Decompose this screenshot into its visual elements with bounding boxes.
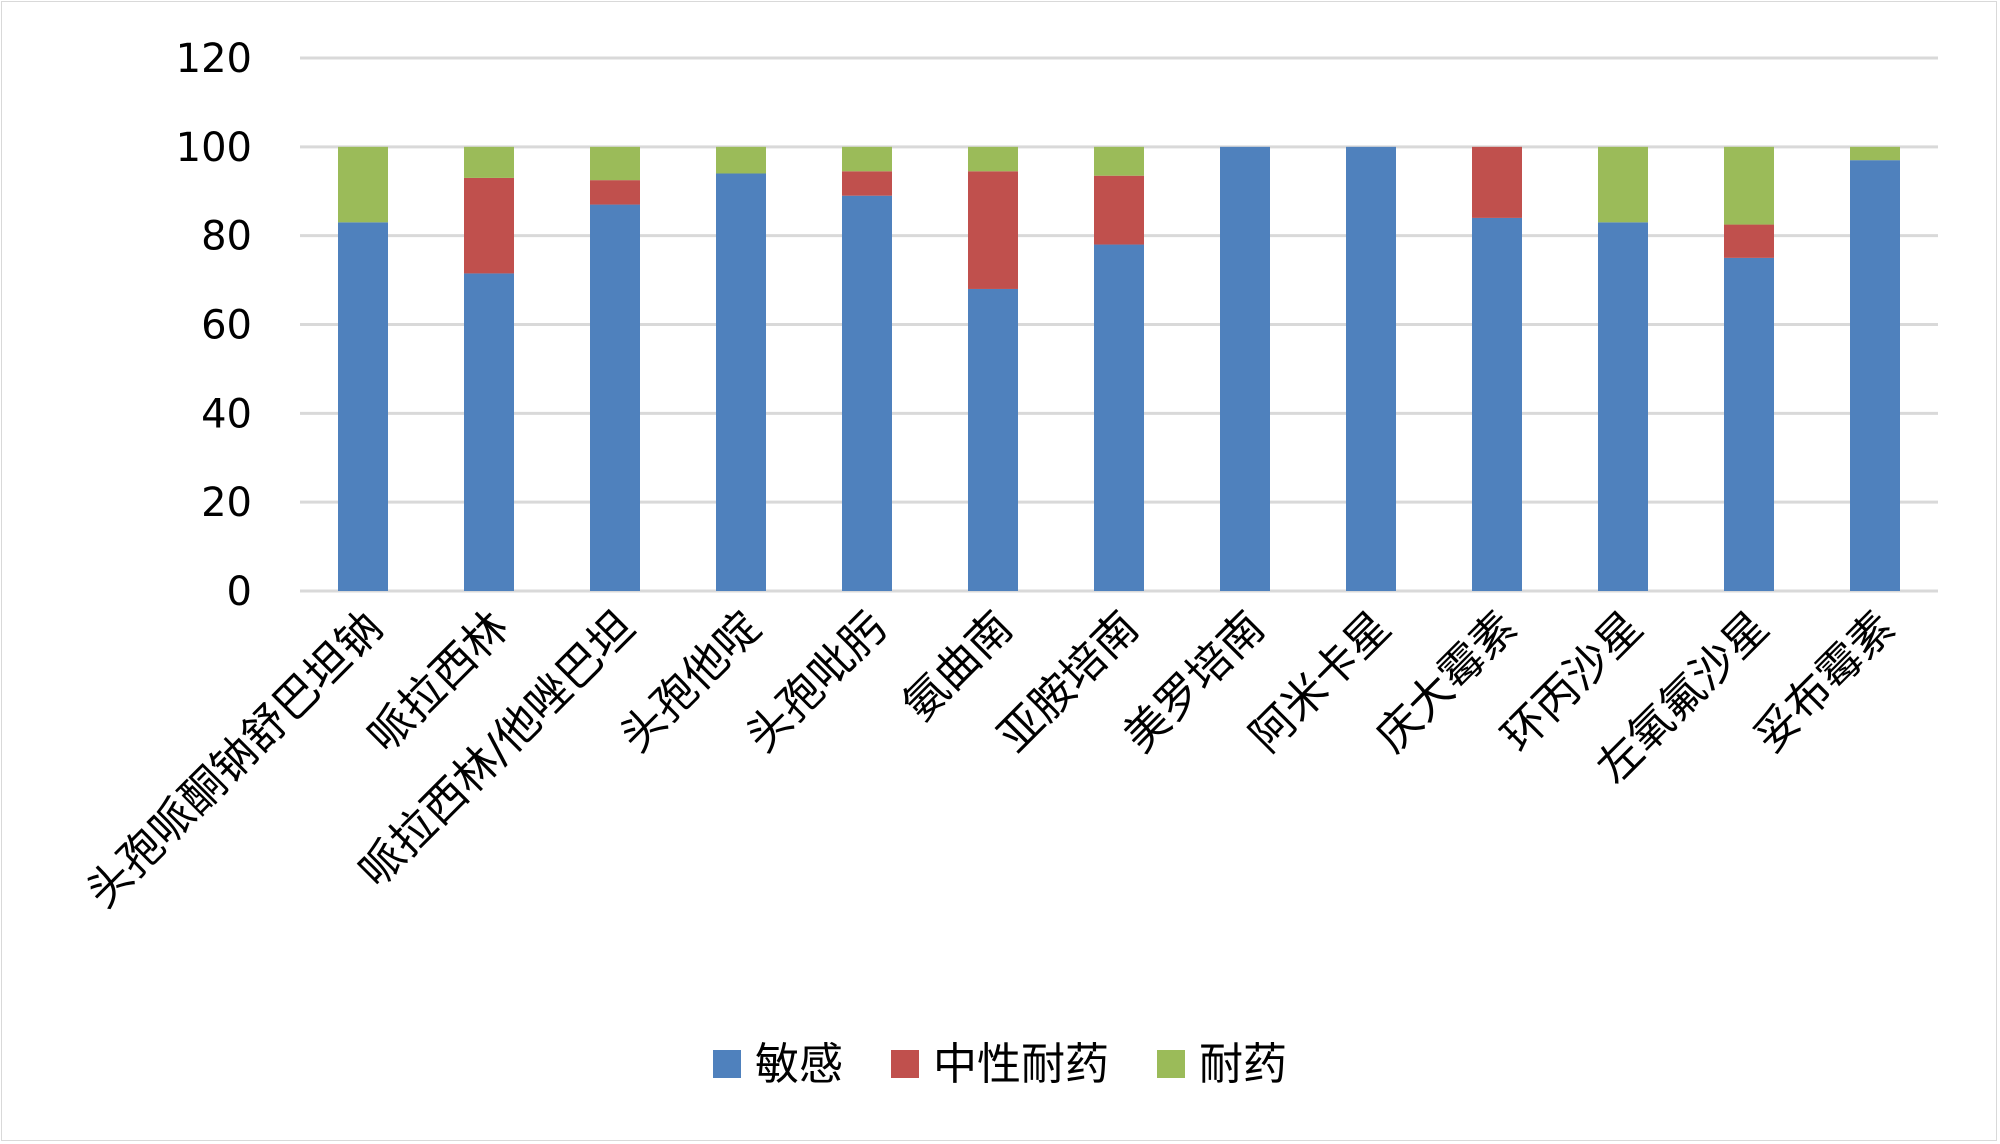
bar-segment-sensitive — [1598, 222, 1648, 591]
x-category-label: 亚胺培南 — [988, 602, 1149, 763]
bar-segment-sensitive — [338, 222, 388, 591]
y-tick-label: 80 — [201, 214, 252, 260]
bar-segment-intermediate — [590, 180, 640, 205]
bar-segment-sensitive — [716, 173, 766, 591]
bar-segment-resistant — [1850, 146, 1900, 161]
bar-segment-sensitive — [1094, 244, 1144, 592]
legend: 敏感 中性耐药 耐药 — [713, 1039, 1287, 1090]
bar-segment-intermediate — [1724, 224, 1774, 258]
x-category-label: 妥布霉素 — [1744, 602, 1905, 763]
y-tick-label: 120 — [176, 36, 252, 82]
y-axis-ticks: 0 20 40 60 80 100 120 — [176, 36, 252, 615]
bar-segment-sensitive — [842, 195, 892, 592]
legend-label: 中性耐药 — [933, 1039, 1109, 1090]
bar-segment-resistant — [464, 146, 514, 178]
bar-segment-intermediate — [842, 171, 892, 196]
bar-segment-sensitive — [1346, 146, 1396, 592]
y-tick-label: 20 — [201, 480, 252, 526]
bar-segment-resistant — [1724, 146, 1774, 225]
x-axis-labels: 头孢哌酮钠舒巴坦钠哌拉西林哌拉西林/他唑巴坦头孢他啶头孢吡肟氨曲南亚胺培南美罗培… — [77, 602, 1905, 918]
bar-segment-resistant — [338, 146, 388, 223]
bar-segment-resistant — [716, 146, 766, 174]
x-category-label: 头孢他啶 — [610, 602, 771, 763]
bar-segment-intermediate — [464, 177, 514, 274]
legend-label: 敏感 — [755, 1039, 843, 1090]
x-category-label: 头孢哌酮钠舒巴坦钠 — [77, 602, 393, 918]
y-tick-label: 40 — [201, 391, 252, 437]
x-category-label: 庆大霉素 — [1366, 602, 1527, 763]
legend-label: 耐药 — [1199, 1039, 1287, 1090]
legend-swatch — [891, 1050, 919, 1078]
legend-swatch — [713, 1050, 741, 1078]
bar-segment-intermediate — [968, 171, 1018, 289]
x-category-label: 头孢吡肟 — [736, 602, 897, 763]
x-category-label: 阿米卡星 — [1240, 602, 1401, 763]
bar-segment-intermediate — [1472, 146, 1522, 218]
x-category-label: 美罗培南 — [1114, 602, 1275, 763]
bar-segment-resistant — [968, 146, 1018, 172]
y-tick-label: 0 — [227, 569, 252, 615]
bar-segment-resistant — [590, 146, 640, 181]
legend-swatch — [1157, 1050, 1185, 1078]
bar-segment-intermediate — [1094, 175, 1144, 245]
bar-segment-sensitive — [1472, 217, 1522, 591]
y-tick-label: 100 — [176, 125, 252, 171]
bar-segment-sensitive — [464, 273, 514, 591]
bar-segment-sensitive — [968, 288, 1018, 591]
bar-segment-sensitive — [1850, 160, 1900, 592]
bars — [338, 146, 1900, 592]
bar-segment-resistant — [1598, 146, 1648, 223]
bar-segment-resistant — [842, 146, 892, 172]
bar-segment-sensitive — [590, 204, 640, 591]
y-tick-label: 60 — [201, 303, 252, 349]
bar-segment-sensitive — [1220, 146, 1270, 592]
bar-segment-resistant — [1094, 146, 1144, 176]
bar-segment-sensitive — [1724, 257, 1774, 591]
